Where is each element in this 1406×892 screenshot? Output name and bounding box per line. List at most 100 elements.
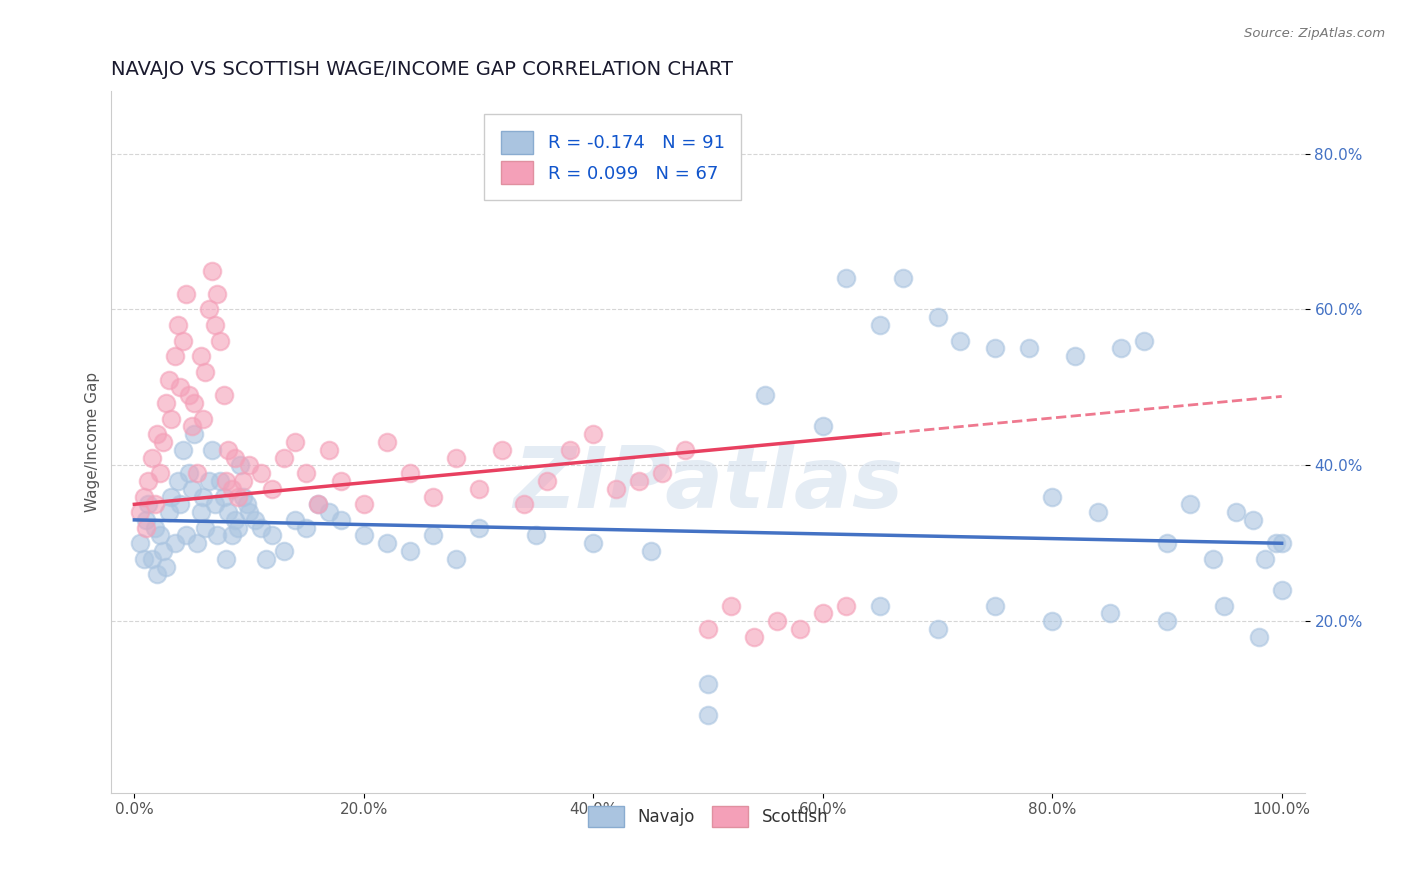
Point: [1178, 497, 1201, 511]
Point: [183, 396, 205, 410]
Point: [204, 497, 226, 511]
Point: [193, 490, 215, 504]
Point: [353, 497, 375, 511]
Point: [949, 334, 972, 348]
Point: [869, 599, 891, 613]
Point: [1018, 342, 1040, 356]
Point: [152, 544, 174, 558]
Point: [329, 474, 352, 488]
Point: [640, 544, 662, 558]
Point: [284, 434, 307, 449]
Point: [136, 474, 159, 488]
Point: [1040, 614, 1063, 628]
Point: [136, 497, 159, 511]
Point: [295, 466, 318, 480]
Point: [180, 419, 202, 434]
Point: [1040, 490, 1063, 504]
Point: [212, 490, 235, 504]
Point: [209, 334, 232, 348]
Point: [1253, 552, 1275, 566]
Point: [186, 466, 208, 480]
Point: [169, 380, 191, 394]
Point: [984, 599, 1007, 613]
Point: [766, 614, 789, 628]
Point: [132, 552, 155, 566]
Point: [157, 505, 180, 519]
Legend: Navajo, Scottish: Navajo, Scottish: [581, 800, 835, 833]
Point: [754, 388, 776, 402]
Point: [1109, 342, 1132, 356]
Point: [190, 505, 212, 519]
Point: [318, 442, 340, 457]
Text: ZIPatlas: ZIPatlas: [513, 442, 903, 525]
Point: [163, 349, 186, 363]
Point: [221, 482, 243, 496]
Point: [179, 466, 201, 480]
Point: [183, 427, 205, 442]
Point: [1156, 536, 1178, 550]
Point: [217, 442, 239, 457]
Point: [927, 310, 949, 325]
Point: [224, 513, 246, 527]
Text: NAVAJO VS SCOTTISH WAGE/INCOME GAP CORRELATION CHART: NAVAJO VS SCOTTISH WAGE/INCOME GAP CORRE…: [111, 60, 734, 78]
Point: [204, 318, 226, 332]
Point: [697, 676, 720, 690]
Point: [143, 497, 166, 511]
Point: [226, 490, 249, 504]
Point: [491, 442, 513, 457]
Point: [141, 450, 163, 465]
Point: [155, 559, 177, 574]
Point: [444, 552, 467, 566]
Point: [221, 528, 243, 542]
Point: [307, 497, 329, 511]
Point: [205, 286, 228, 301]
Point: [149, 528, 172, 542]
Point: [295, 521, 318, 535]
Point: [209, 474, 232, 488]
Point: [1271, 536, 1294, 550]
Point: [215, 552, 238, 566]
Point: [201, 263, 224, 277]
Point: [238, 458, 260, 473]
Point: [651, 466, 673, 480]
Point: [467, 521, 489, 535]
Point: [193, 411, 215, 425]
Point: [201, 442, 224, 457]
Point: [582, 536, 605, 550]
Point: [307, 497, 329, 511]
Point: [1247, 630, 1270, 644]
Point: [160, 411, 183, 425]
Point: [422, 528, 444, 542]
Point: [135, 513, 157, 527]
Point: [1133, 334, 1156, 348]
Point: [146, 567, 169, 582]
Point: [174, 286, 197, 301]
Point: [226, 521, 249, 535]
Point: [254, 552, 277, 566]
Point: [167, 474, 190, 488]
Point: [513, 497, 536, 511]
Point: [217, 505, 239, 519]
Point: [157, 373, 180, 387]
Point: [146, 427, 169, 442]
Point: [398, 544, 420, 558]
Point: [869, 318, 891, 332]
Point: [172, 442, 194, 457]
Point: [143, 521, 166, 535]
Point: [152, 434, 174, 449]
Point: [444, 450, 467, 465]
Point: [163, 536, 186, 550]
Point: [135, 521, 157, 535]
Point: [190, 349, 212, 363]
Point: [232, 490, 254, 504]
Point: [560, 442, 582, 457]
Point: [1271, 582, 1294, 597]
Point: [243, 513, 266, 527]
Point: [172, 334, 194, 348]
Point: [811, 607, 834, 621]
Point: [260, 482, 283, 496]
Point: [186, 536, 208, 550]
Point: [194, 521, 217, 535]
Point: [129, 505, 152, 519]
Point: [229, 458, 252, 473]
